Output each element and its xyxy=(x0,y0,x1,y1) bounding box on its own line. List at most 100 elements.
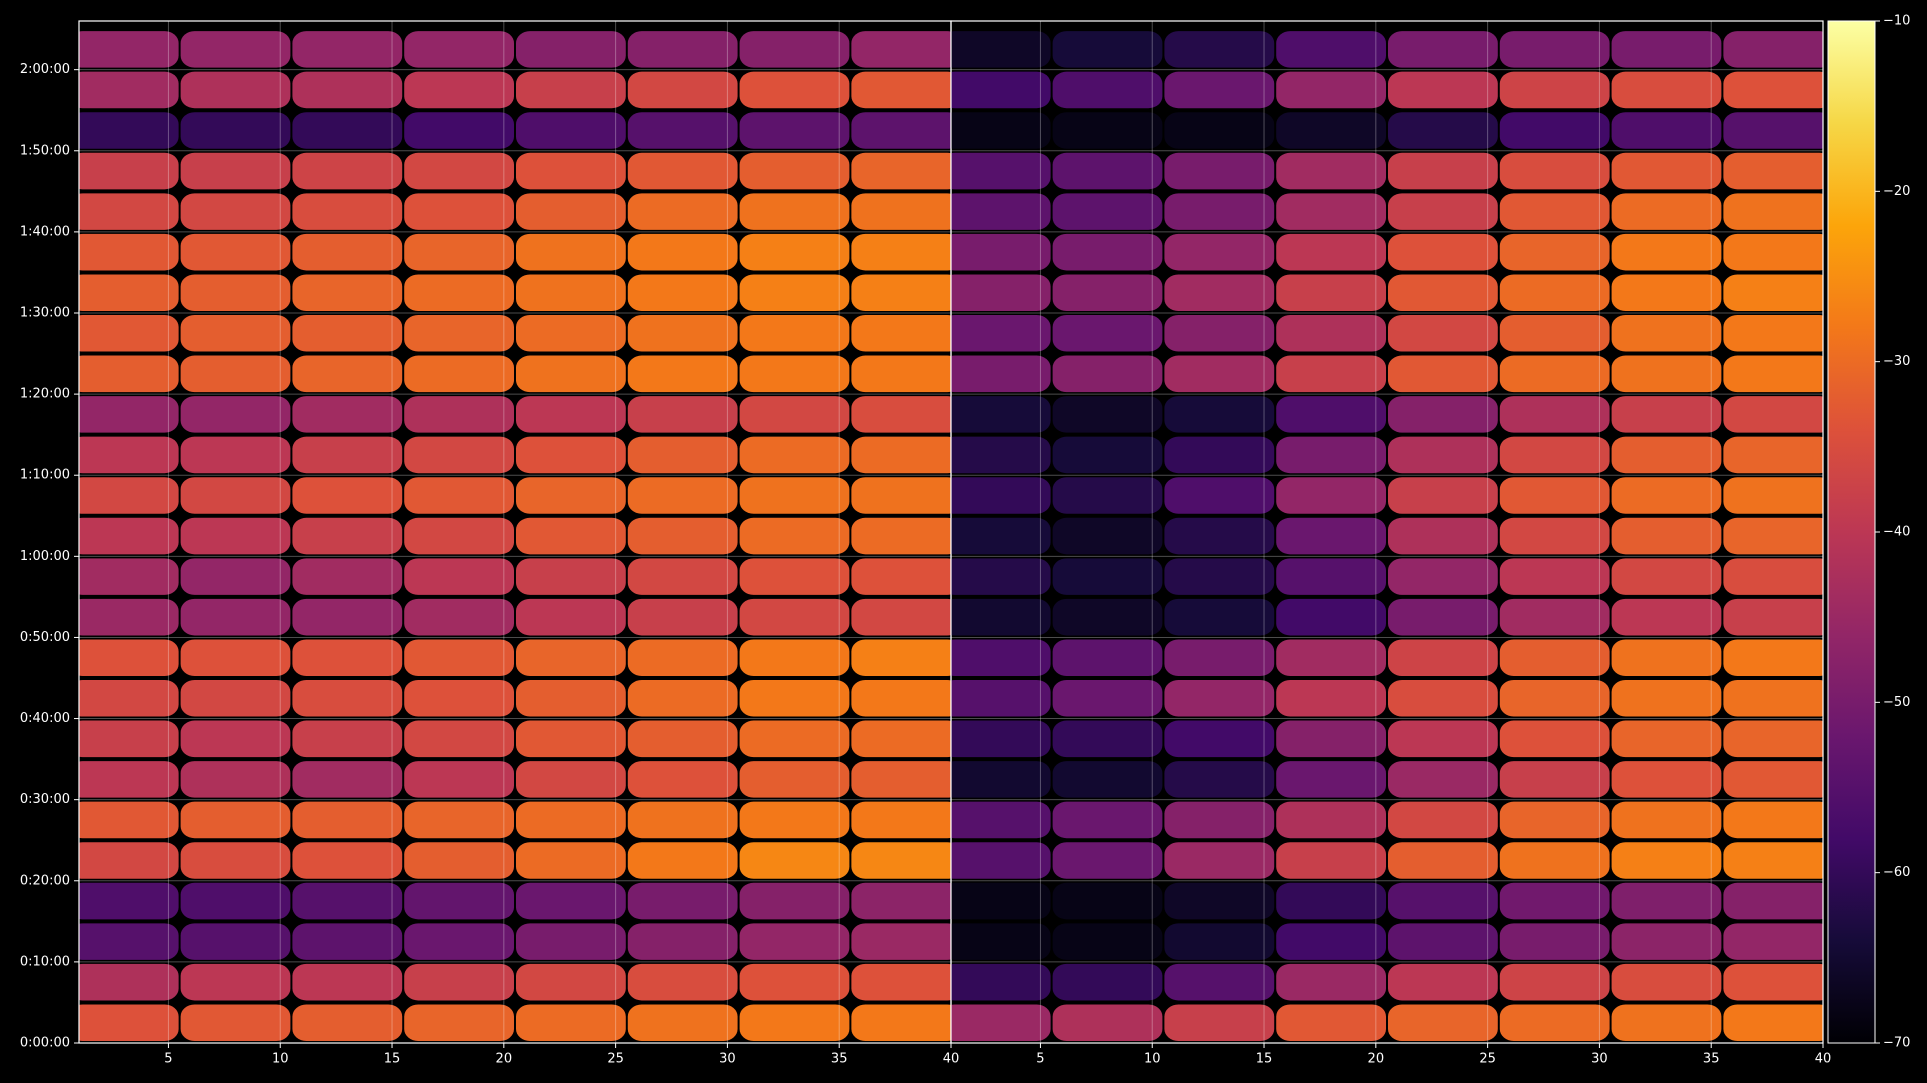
cell xyxy=(1723,152,1823,190)
cell xyxy=(516,680,626,717)
cell xyxy=(1388,233,1498,271)
cell xyxy=(1388,355,1498,393)
cell xyxy=(292,193,403,230)
cell xyxy=(627,477,738,514)
cell xyxy=(292,639,403,676)
cell xyxy=(79,720,179,758)
cell xyxy=(851,558,951,595)
cell xyxy=(1276,761,1386,798)
cell xyxy=(1276,923,1386,960)
cell xyxy=(1164,801,1275,839)
cell xyxy=(1723,355,1823,393)
cell xyxy=(1164,1004,1275,1041)
cell xyxy=(1052,315,1163,352)
colorbar-tick-label: −40 xyxy=(1883,525,1910,540)
cell xyxy=(1499,517,1610,555)
cell xyxy=(1164,558,1275,595)
cell xyxy=(180,193,291,230)
cell xyxy=(951,882,1051,920)
cell xyxy=(951,1004,1051,1041)
cell xyxy=(1723,680,1823,717)
cell xyxy=(1164,274,1275,311)
cell xyxy=(1276,517,1386,555)
cell xyxy=(951,233,1051,271)
cell xyxy=(1052,517,1163,555)
plot-area xyxy=(951,31,1823,1041)
cell xyxy=(739,517,850,555)
cell xyxy=(1388,761,1498,798)
cell xyxy=(951,963,1051,1001)
cell xyxy=(1164,963,1275,1001)
cell xyxy=(516,193,626,230)
cell xyxy=(1499,477,1610,514)
cell xyxy=(1499,233,1610,271)
cell xyxy=(1388,517,1498,555)
cell xyxy=(79,436,179,474)
cell xyxy=(951,598,1051,636)
cell xyxy=(404,193,514,230)
x-tick-label: 10 xyxy=(272,1052,289,1067)
x-tick-label: 5 xyxy=(164,1052,172,1067)
cell xyxy=(1388,112,1498,149)
x-tick-label: 30 xyxy=(1591,1052,1608,1067)
cell xyxy=(1723,193,1823,230)
cell xyxy=(1164,31,1275,68)
cell xyxy=(516,31,626,68)
cell xyxy=(951,680,1051,717)
cell xyxy=(1499,963,1610,1001)
cell xyxy=(1276,842,1386,879)
cell xyxy=(292,680,403,717)
cell xyxy=(739,152,850,190)
cell xyxy=(1723,233,1823,271)
x-tick-label: 15 xyxy=(384,1052,401,1067)
cell xyxy=(1388,639,1498,676)
cell xyxy=(1611,274,1722,311)
cell xyxy=(404,477,514,514)
cell xyxy=(739,680,850,717)
cell xyxy=(1499,396,1610,433)
cell xyxy=(1164,71,1275,109)
cell xyxy=(180,31,291,68)
x-tick-label: 30 xyxy=(719,1052,736,1067)
cell xyxy=(739,761,850,798)
cell xyxy=(627,923,738,960)
cell xyxy=(404,355,514,393)
cell xyxy=(180,315,291,352)
cell xyxy=(851,233,951,271)
y-tick-label: 1:10:00 xyxy=(20,468,70,483)
cell xyxy=(1388,274,1498,311)
cell xyxy=(627,842,738,879)
cell xyxy=(951,923,1051,960)
cell xyxy=(851,477,951,514)
cell xyxy=(180,761,291,798)
cell xyxy=(739,963,850,1001)
cell xyxy=(739,233,850,271)
cell xyxy=(1611,882,1722,920)
cell xyxy=(1611,477,1722,514)
cell xyxy=(1164,842,1275,879)
y-tick-label: 0:10:00 xyxy=(20,954,70,969)
cell xyxy=(1276,436,1386,474)
cell xyxy=(516,71,626,109)
cell xyxy=(627,112,738,149)
cell xyxy=(851,193,951,230)
y-tick-label: 2:00:00 xyxy=(20,62,70,77)
cell xyxy=(739,923,850,960)
cell xyxy=(1164,761,1275,798)
cell xyxy=(739,1004,850,1041)
cell xyxy=(1052,680,1163,717)
cell xyxy=(1723,558,1823,595)
cell xyxy=(404,233,514,271)
cell xyxy=(951,355,1051,393)
cell xyxy=(180,71,291,109)
y-tick-label: 1:50:00 xyxy=(20,143,70,158)
cell xyxy=(1052,923,1163,960)
cell xyxy=(627,396,738,433)
cell xyxy=(951,152,1051,190)
y-tick-label: 1:30:00 xyxy=(20,306,70,321)
cell xyxy=(1723,963,1823,1001)
cell xyxy=(1388,152,1498,190)
cell xyxy=(1499,193,1610,230)
cell xyxy=(739,842,850,879)
cell xyxy=(404,315,514,352)
